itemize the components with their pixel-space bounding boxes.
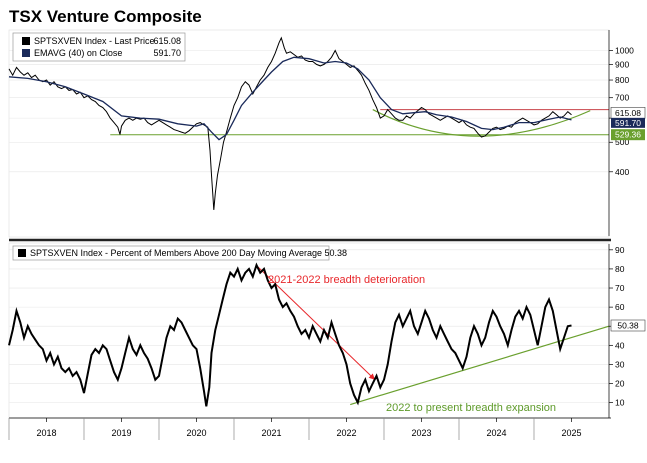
- top-tick-label: 1000: [615, 45, 634, 55]
- x-tick-label: 2021: [261, 428, 281, 438]
- top-tick-label: 700: [615, 93, 629, 103]
- bottom-tick-label: 90: [615, 245, 625, 255]
- top-tick-label: 900: [615, 59, 629, 69]
- legend-box: [12, 32, 186, 62]
- top-tick-label: 400: [615, 167, 629, 177]
- bottom-tick-label: 80: [615, 264, 625, 274]
- support-tag-text: 529.36: [615, 130, 641, 140]
- legend-swatch-price: [22, 37, 30, 45]
- ema-tag-box: [611, 117, 645, 128]
- last-price-tag: 615.08: [610, 107, 646, 119]
- breadth-value-tag: 50.38: [610, 319, 646, 332]
- bottom-tick-label: 30: [615, 359, 625, 369]
- bottom-legend-swatch: [18, 249, 26, 257]
- top-tick-label: 500: [615, 137, 629, 147]
- bottom-tick-label: 20: [615, 379, 625, 389]
- ema-series-line: [8, 56, 572, 141]
- top-panel: 1000900800700600500400 SPTSXVEN Index - …: [8, 29, 646, 238]
- ema-tag: 591.70: [611, 117, 645, 128]
- x-axis-ticks: 2018 2019 2020 2021 2022 2023 2024 2025: [8, 418, 582, 440]
- top-tick-label: 800: [615, 75, 629, 85]
- bottom-legend-name: SPTSXVEN Index - Percent of Members Abov…: [30, 248, 347, 258]
- last-price-tag-text: 615.08: [615, 108, 641, 118]
- chart-title: TSX Venture Composite: [9, 7, 202, 26]
- expansion-trendline: [350, 325, 610, 406]
- breadth-tag-box: [610, 319, 646, 332]
- bottom-legend: SPTSXVEN Index - Percent of Members Abov…: [12, 245, 347, 261]
- top-legend: SPTSXVEN Index - Last Price 615.08 EMAVG…: [12, 32, 186, 62]
- breadth-tag-text: 50.38: [617, 320, 639, 330]
- legend-swatch-ema: [22, 49, 30, 57]
- price-series-line: [8, 36, 572, 210]
- legend-price-name: SPTSXVEN Index - Last Price: [34, 36, 155, 46]
- top-gridlines: [9, 50, 609, 173]
- expansion-annotation: 2022 to present breadth expansion: [386, 402, 556, 414]
- cup-arc: [372, 109, 591, 137]
- legend-ema-name: EMAVG (40) on Close: [34, 48, 122, 58]
- x-tick-label: 2023: [411, 428, 431, 438]
- bottom-legend-box: [12, 245, 330, 261]
- x-tick-label: 2019: [111, 428, 131, 438]
- x-tick-label: 2025: [561, 428, 581, 438]
- x-tick-label: 2020: [186, 428, 206, 438]
- deterioration-annotation: 2021-2022 breadth deterioration: [268, 274, 425, 286]
- x-tick-label: 2018: [36, 428, 56, 438]
- ema-tag-text: 591.70: [615, 118, 641, 128]
- bottom-tick-label: 40: [615, 340, 625, 350]
- x-tick-label: 2022: [336, 428, 356, 438]
- bottom-tick-label: 70: [615, 283, 625, 293]
- breadth-series-line: [8, 262, 572, 407]
- bottom-tick-label: 60: [615, 302, 625, 312]
- support-tag-box: [611, 129, 645, 141]
- bottom-panel: 908070605040302010 SPTSXVEN Index - Perc…: [8, 242, 646, 419]
- x-tick-label: 2024: [486, 428, 506, 438]
- legend-ema-value: 591.70: [153, 48, 181, 58]
- support-tag: 529.36: [611, 129, 645, 141]
- bottom-tick-label: 10: [615, 398, 625, 408]
- deterioration-arrow: [257, 266, 376, 381]
- legend-price-value: 615.08: [153, 36, 181, 46]
- x-axis: 2018 2019 2020 2021 2022 2023 2024 2025: [8, 417, 611, 440]
- bottom-gridlines: [9, 249, 609, 403]
